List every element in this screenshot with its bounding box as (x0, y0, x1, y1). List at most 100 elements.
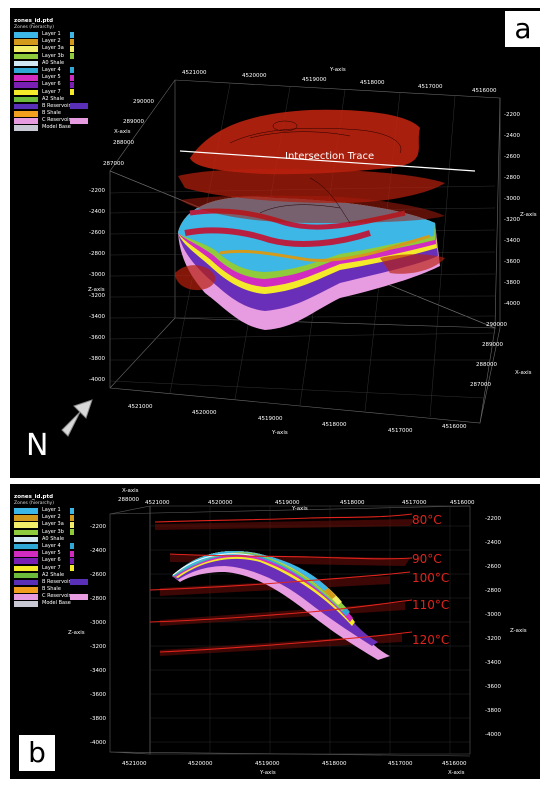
panel-b-y-axis-top-label: Y-axis (291, 506, 308, 512)
legend-item-label: A0 Shale (42, 59, 65, 66)
legend-marker (70, 38, 74, 45)
panel-a-scene: Intersection Trace 4521000 4520000 45190… (88, 67, 537, 436)
legend-subtitle: Zones (hierarchy) (14, 25, 54, 30)
legend-swatch (14, 529, 38, 536)
panel-a-label: a (504, 10, 540, 48)
legend-swatch (14, 96, 38, 103)
legend-swatch (14, 125, 38, 131)
legend-swatch (14, 565, 38, 571)
legend-swatch (14, 579, 38, 586)
legend-item-label: Layer 1 (42, 507, 61, 513)
legend-item: Layer 6 (14, 81, 94, 88)
panel-a-x-ticks: 290000 289000 288000 287000 (103, 99, 154, 167)
svg-text:-2600: -2600 (90, 572, 106, 578)
legend-item-label: Layer 2 (42, 514, 61, 521)
legend-item-label: Model Base (42, 600, 71, 607)
legend-item: Layer 1 (14, 507, 94, 514)
panel-a-z-axis-label-right: Z-axis (520, 212, 537, 218)
legend-swatch (14, 536, 38, 543)
legend-item-label: Model Base (42, 124, 71, 131)
svg-text:-2400: -2400 (504, 133, 520, 139)
legend-swatch (14, 75, 38, 81)
isotherm-label-120: 120°C (412, 633, 449, 647)
isotherm-label-110: 110°C (412, 598, 449, 612)
legend-marker (70, 89, 74, 95)
legend-swatch (14, 67, 38, 74)
legend-item-label: C Reservoir (42, 117, 71, 124)
legend-swatch (14, 39, 38, 45)
legend-item-label: B Shale (42, 586, 61, 593)
panel-b-z-ticks-right: -2200 -2400 -2600 -2800 -3000 -3200 -340… (485, 516, 501, 738)
legend-item: Layer 5 (14, 74, 94, 81)
legend-item: A2 Shale (14, 572, 94, 579)
legend-item-label: A2 Shale (42, 571, 65, 578)
svg-text:-3400: -3400 (90, 668, 106, 674)
legend-item: Model Base (14, 124, 94, 131)
panel-a-z-ticks-right: -2200 -2400 -2600 -2800 -3000 -3200 -340… (504, 112, 520, 307)
panel-a-x-axis-label: X-axis (114, 129, 131, 135)
legend-item: B Reservoir (14, 103, 94, 110)
legend-item: Layer 2 (14, 514, 94, 521)
panel-b-3d-view: 80°C 90°C 100°C 110°C 120°C X-axis 28800… (10, 484, 540, 779)
legend-item: B Shale (14, 110, 94, 117)
svg-text:-3800: -3800 (90, 716, 106, 722)
legend-item-label: B Reservoir (42, 578, 71, 585)
legend-item-label: Layer 3b (42, 52, 64, 59)
legend-item: C Reservoir (14, 593, 94, 600)
svg-text:-3000: -3000 (485, 612, 501, 618)
svg-text:-3600: -3600 (89, 335, 105, 341)
legend-swatch (14, 594, 38, 600)
legend-marker (70, 579, 88, 586)
svg-text:-3200: -3200 (89, 293, 105, 299)
legend-item-label: Layer 5 (42, 74, 61, 81)
svg-text:4518000: 4518000 (360, 80, 385, 86)
legend-item: Layer 4 (14, 543, 94, 550)
legend-title: zones_id.ptd (14, 18, 54, 24)
panel-b-grid (109, 505, 471, 757)
legend-item-label: Layer 4 (42, 66, 61, 73)
legend-item-label: Layer 2 (42, 38, 61, 45)
panel-a-x-axis-label-right: X-axis (515, 370, 532, 376)
legend-swatch (14, 82, 38, 88)
svg-text:290000: 290000 (133, 99, 154, 105)
legend-rows: Layer 1 Layer 2 Layer 3a Layer 3b A0 Shale La… (14, 507, 94, 608)
svg-text:4521000: 4521000 (145, 500, 170, 506)
panel-a-y-axis-top-label: Y-axis (329, 67, 346, 73)
panel-a-bottom-ticks: 4521000 4520000 4519000 4518000 4517000 … (128, 404, 467, 434)
panel-a-x-ticks-right: 290000 289000 288000 287000 (470, 322, 507, 388)
legend-swatch (14, 558, 38, 564)
svg-text:-3000: -3000 (90, 620, 106, 626)
legend-swatch (14, 551, 38, 557)
legend-swatch (14, 103, 38, 110)
svg-text:-3200: -3200 (485, 636, 501, 642)
legend-item: Layer 3b (14, 529, 94, 536)
svg-text:-2600: -2600 (89, 230, 105, 236)
legend-item: B Shale (14, 586, 94, 593)
legend-item-label: A0 Shale (42, 535, 65, 542)
legend-item: Layer 4 (14, 67, 94, 74)
svg-text:4516000: 4516000 (450, 500, 475, 506)
svg-text:288000: 288000 (113, 140, 134, 146)
intersection-trace-line (179, 150, 476, 172)
legend-item: Model Base (14, 600, 94, 607)
svg-text:-2600: -2600 (485, 564, 501, 570)
legend-item-label: C Reservoir (42, 593, 71, 600)
legend-item-label: Layer 7 (42, 564, 61, 571)
legend-item: Layer 3a (14, 45, 94, 52)
legend-marker (70, 507, 74, 514)
legend-swatch (14, 111, 38, 117)
legend-swatch (14, 508, 38, 514)
svg-text:4519000: 4519000 (302, 77, 327, 83)
legend-subtitle: Zones (hierarchy) (14, 501, 54, 506)
svg-text:-3200: -3200 (504, 217, 520, 223)
panel-b-gridlines (150, 506, 470, 754)
panel-b-z-ticks-left: -2200 -2400 -2600 -2800 -3000 -3200 -340… (90, 524, 106, 746)
panel-b-bottom-ticks: 4521000 4520000 4519000 4518000 4517000 … (122, 761, 467, 767)
legend-marker (70, 45, 74, 52)
panel-a-z-ticks-left: -2200 -2400 -2600 -2800 -3000 -3200 -340… (89, 188, 105, 383)
svg-text:4517000: 4517000 (388, 761, 413, 767)
legend-swatch (14, 515, 38, 521)
svg-text:-3600: -3600 (485, 684, 501, 690)
legend-swatch (14, 118, 38, 124)
legend-marker (70, 550, 74, 557)
